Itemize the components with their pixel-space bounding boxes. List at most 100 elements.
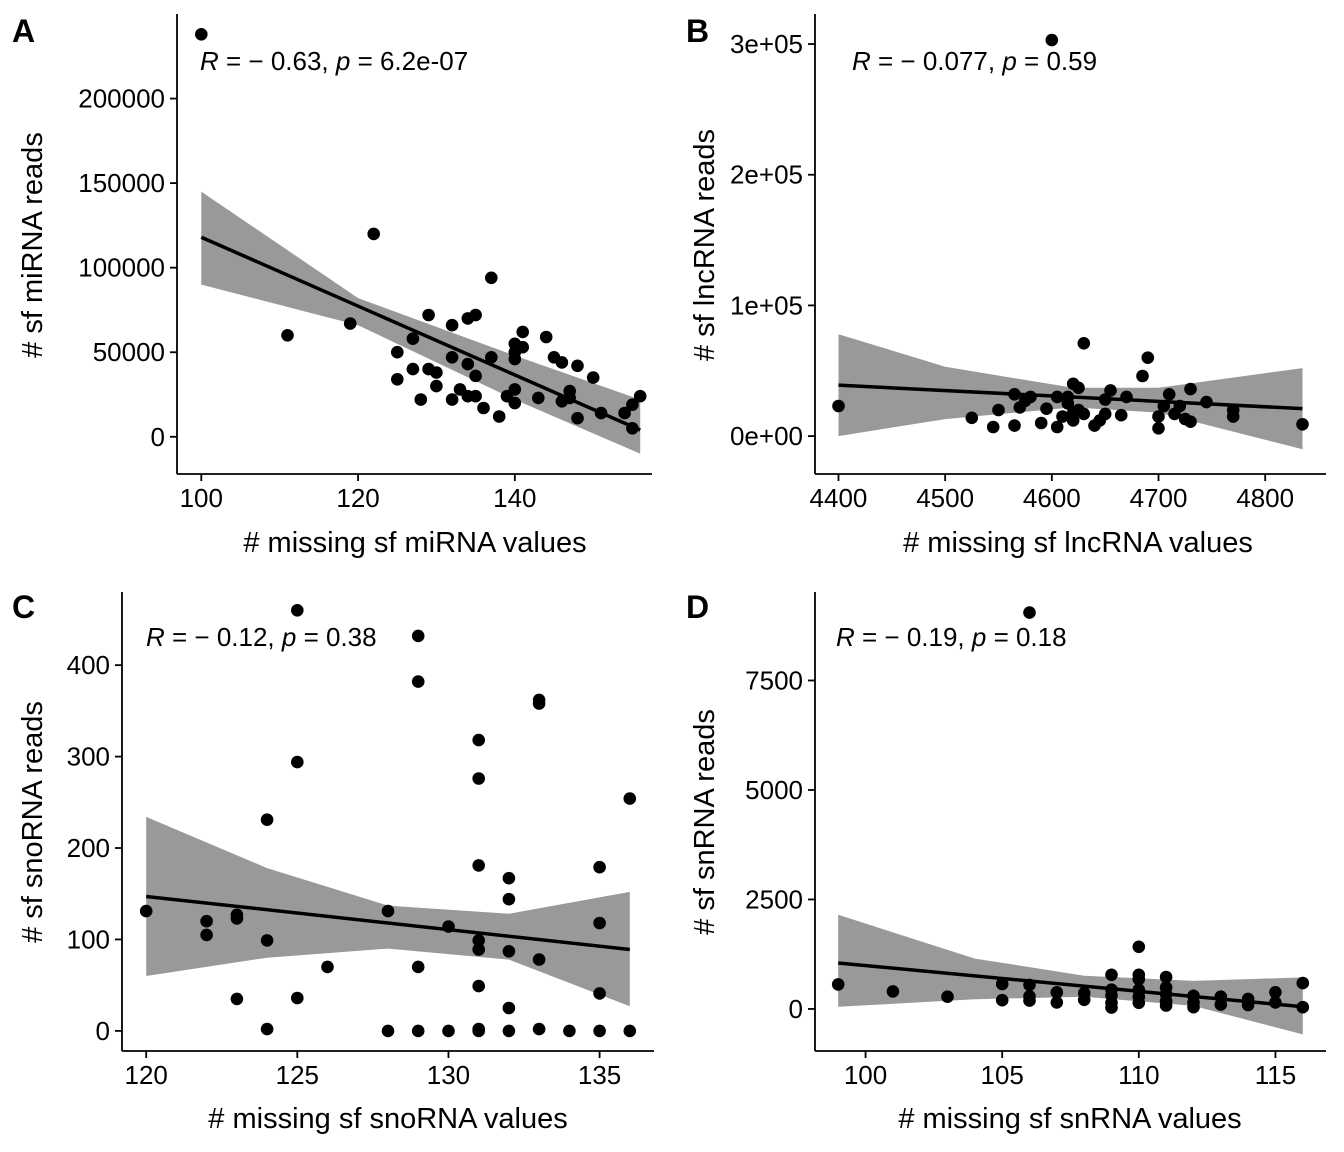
data-point [1132, 996, 1146, 1010]
data-point [532, 953, 546, 966]
panel-label: C [12, 589, 35, 625]
data-point [1023, 978, 1036, 992]
data-point [485, 351, 498, 364]
data-point [1077, 337, 1091, 350]
data-point [831, 978, 845, 991]
data-point [563, 1024, 576, 1038]
data-point [411, 629, 425, 643]
data-point [1050, 390, 1064, 404]
panel-label: D [686, 589, 709, 625]
data-point [1157, 399, 1171, 413]
correlation-annotation: R = − 0.077, p = 0.59 [852, 46, 1097, 76]
data-point [593, 860, 606, 874]
data-point [472, 772, 486, 785]
data-point [1104, 384, 1117, 397]
data-point [485, 271, 498, 285]
x-tick-label: 130 [427, 1060, 470, 1090]
data-point [1105, 968, 1118, 982]
y-tick-label: 50000 [93, 337, 165, 367]
data-point [260, 813, 274, 826]
data-point [291, 991, 304, 1005]
data-point [563, 384, 576, 398]
data-point [539, 330, 553, 344]
data-point [1241, 998, 1255, 1012]
x-tick-label: 115 [1255, 1060, 1296, 1090]
data-point [626, 422, 639, 435]
data-point [477, 401, 490, 415]
data-point [1269, 996, 1282, 1009]
data-point [1296, 418, 1309, 431]
data-point [555, 356, 569, 369]
panel-b: B # missing sf lncRNA values # sf lncRNA… [686, 13, 1326, 559]
y-tick-label: 5000 [745, 775, 803, 805]
data-point [469, 308, 482, 322]
data-point [492, 410, 506, 423]
data-point [381, 904, 395, 918]
data-point [442, 920, 455, 933]
data-point [1200, 395, 1213, 409]
y-tick-label: 7500 [745, 665, 803, 695]
data-point [1023, 606, 1036, 619]
data-point [445, 351, 459, 364]
data-point [260, 934, 274, 947]
x-tick-label: 4800 [1236, 483, 1294, 513]
data-point [442, 1024, 455, 1038]
data-point [445, 393, 459, 406]
data-point [941, 990, 954, 1003]
data-point [502, 1024, 516, 1038]
data-point [1226, 410, 1240, 423]
data-point [200, 928, 213, 942]
y-axis-label: # sf snoRNA reads [17, 701, 49, 943]
data-point [593, 987, 606, 1000]
data-point [986, 420, 1000, 434]
data-point [1077, 993, 1091, 1007]
data-point [1045, 33, 1059, 47]
x-tick-label: 120 [124, 1060, 167, 1090]
y-tick-label: 1e+05 [730, 290, 803, 320]
x-tick-label: 100 [180, 483, 223, 513]
data-point [1141, 351, 1155, 365]
data-point [139, 904, 153, 918]
data-point [291, 755, 304, 769]
data-point [391, 345, 404, 359]
data-point [430, 379, 443, 393]
data-point [472, 859, 486, 872]
data-point [516, 340, 529, 354]
data-point [965, 411, 979, 425]
y-tick-label: 100 [67, 924, 110, 954]
data-point [367, 227, 381, 241]
data-point [1173, 399, 1187, 413]
data-point [532, 697, 546, 710]
x-tick-label: 4400 [810, 483, 868, 513]
data-point [472, 1024, 486, 1038]
data-point [516, 325, 529, 339]
data-point [260, 1022, 274, 1036]
data-point [414, 393, 428, 406]
data-point [593, 916, 606, 930]
data-point [1061, 390, 1075, 404]
x-tick-label: 135 [578, 1060, 621, 1090]
data-point [411, 960, 425, 974]
y-tick-label: 150000 [78, 168, 165, 198]
y-tick-label: 200000 [78, 84, 165, 114]
x-tick-label: 125 [276, 1060, 319, 1090]
data-point [472, 934, 486, 947]
data-point [832, 399, 845, 413]
data-point [508, 383, 522, 396]
confidence-band [201, 191, 641, 454]
panel-c: C # missing sf snoRNA values # sf snoRNA… [12, 589, 654, 1135]
data-point [469, 389, 482, 403]
data-point [1132, 940, 1146, 954]
data-point [230, 912, 244, 925]
panel-label: B [686, 13, 709, 49]
data-point [1024, 390, 1037, 404]
y-axis-label: # sf snRNA reads [689, 709, 721, 935]
data-point [230, 992, 244, 1006]
data-point [1050, 996, 1064, 1009]
data-point [1056, 410, 1069, 423]
correlation-annotation: R = − 0.12, p = 0.38 [146, 622, 377, 652]
data-point [469, 369, 482, 383]
x-axis-label: # missing sf lncRNA values [903, 527, 1253, 559]
data-point [1132, 972, 1146, 986]
